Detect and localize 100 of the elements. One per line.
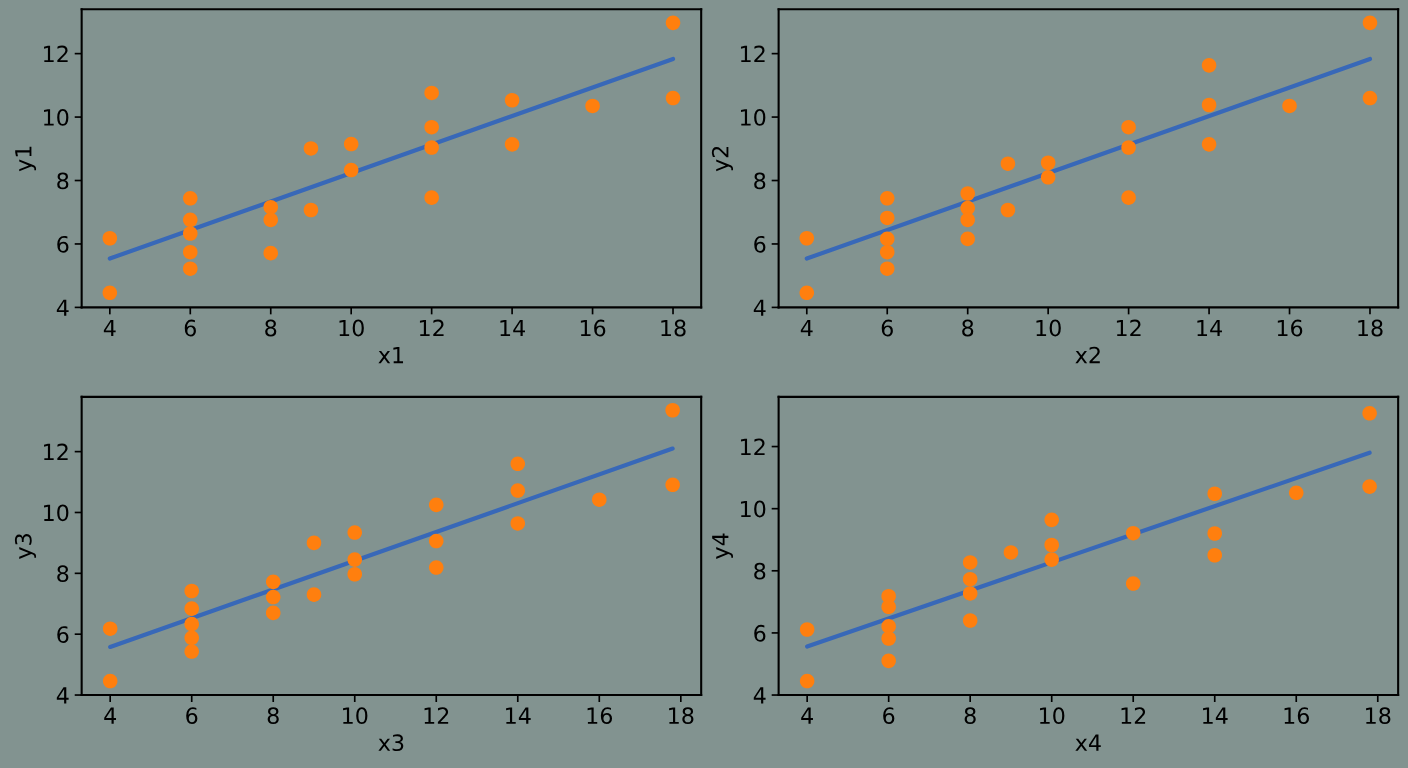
x-tick-label: 18	[1366, 707, 1391, 725]
point	[265, 605, 281, 621]
y-tick-label: 12	[740, 438, 765, 455]
x-tick-label: 18	[669, 707, 694, 725]
point	[1362, 406, 1377, 421]
point	[102, 673, 118, 689]
y-tick-label: 10	[740, 109, 766, 126]
y-tick-label: 8	[57, 565, 69, 583]
y-tick-label: 8	[754, 562, 766, 580]
point	[665, 477, 680, 493]
x-axis-title: x4	[1075, 734, 1101, 751]
x-tick-label: 6	[184, 319, 196, 337]
point	[1207, 547, 1223, 563]
x-tick-label: 10	[1040, 707, 1065, 725]
point	[184, 583, 199, 599]
point	[424, 119, 439, 135]
x-tick-label: 8	[964, 707, 976, 725]
x-tick-label: 16	[587, 707, 613, 725]
point	[184, 616, 199, 632]
y-tick-label: 8	[754, 172, 766, 190]
point	[665, 402, 680, 418]
point	[183, 226, 198, 241]
y-tick-label: 8	[57, 172, 69, 190]
point	[879, 190, 895, 206]
point	[265, 589, 281, 605]
point	[665, 90, 681, 106]
x-axis-title: x3	[378, 734, 404, 752]
point	[1201, 97, 1217, 113]
y-tick-label: 4	[56, 687, 69, 704]
point	[962, 613, 978, 628]
point	[799, 230, 815, 246]
point	[1121, 119, 1136, 135]
x-tick-label: 14	[506, 707, 531, 724]
x-axis-title: x2	[1075, 346, 1100, 364]
x-tick-label: 14	[1197, 319, 1222, 337]
x-tick-label: 4	[801, 707, 813, 724]
y-tick-label: 12	[740, 45, 765, 63]
point	[504, 92, 520, 108]
point	[510, 483, 526, 498]
x-tick-label: 16	[1277, 319, 1303, 337]
point	[879, 231, 895, 247]
y-tick-label: 4	[753, 687, 766, 704]
x-tick-label: 12	[424, 707, 449, 724]
x-tick-label: 16	[1284, 707, 1309, 725]
x-tick-label: 16	[580, 319, 606, 337]
y-axis-title: y1	[15, 146, 37, 172]
x-tick-label: 6	[186, 707, 198, 725]
point	[183, 261, 198, 276]
point	[1040, 170, 1056, 185]
x-tick-label: 6	[883, 707, 895, 725]
point	[962, 571, 978, 587]
point	[1000, 156, 1016, 171]
point	[1121, 190, 1136, 205]
point	[1201, 137, 1217, 152]
point	[881, 599, 896, 615]
point	[962, 555, 978, 570]
y-tick-label: 10	[44, 504, 69, 522]
point	[263, 199, 279, 215]
y-tick-label: 6	[754, 624, 766, 642]
point	[592, 492, 607, 507]
y-tick-label: 6	[57, 626, 69, 643]
point	[585, 98, 600, 114]
point	[510, 456, 526, 472]
point	[1288, 485, 1304, 501]
point	[102, 230, 118, 246]
x-tick-label: 10	[1036, 319, 1061, 337]
x-axis-title: x1	[378, 346, 404, 364]
x-tick-label: 12	[1121, 707, 1146, 724]
point	[184, 644, 199, 659]
point	[879, 261, 895, 276]
point	[428, 560, 444, 575]
x-tick-label: 8	[267, 707, 279, 725]
point	[424, 190, 439, 205]
point	[1125, 525, 1141, 541]
x-tick-label: 8	[265, 319, 277, 337]
point	[347, 552, 363, 567]
point	[879, 210, 895, 226]
x-tick-label: 14	[500, 319, 525, 337]
point	[306, 535, 322, 551]
point	[184, 630, 199, 646]
point	[183, 244, 198, 260]
point	[265, 574, 281, 590]
x-tick-label: 10	[343, 707, 368, 725]
x-tick-label: 10	[339, 319, 364, 337]
point	[960, 212, 975, 228]
point	[881, 653, 896, 669]
point	[1207, 526, 1223, 541]
y-tick-label: 12	[44, 443, 68, 461]
point	[347, 525, 363, 540]
point	[1362, 479, 1377, 494]
point	[263, 245, 279, 261]
point	[343, 162, 359, 178]
point	[881, 631, 896, 646]
point	[102, 285, 118, 301]
y-tick-label: 10	[44, 109, 69, 126]
point	[1201, 58, 1217, 73]
point	[263, 212, 279, 228]
point	[799, 285, 815, 301]
point	[1362, 90, 1378, 106]
y-tick-label: 10	[740, 500, 766, 518]
